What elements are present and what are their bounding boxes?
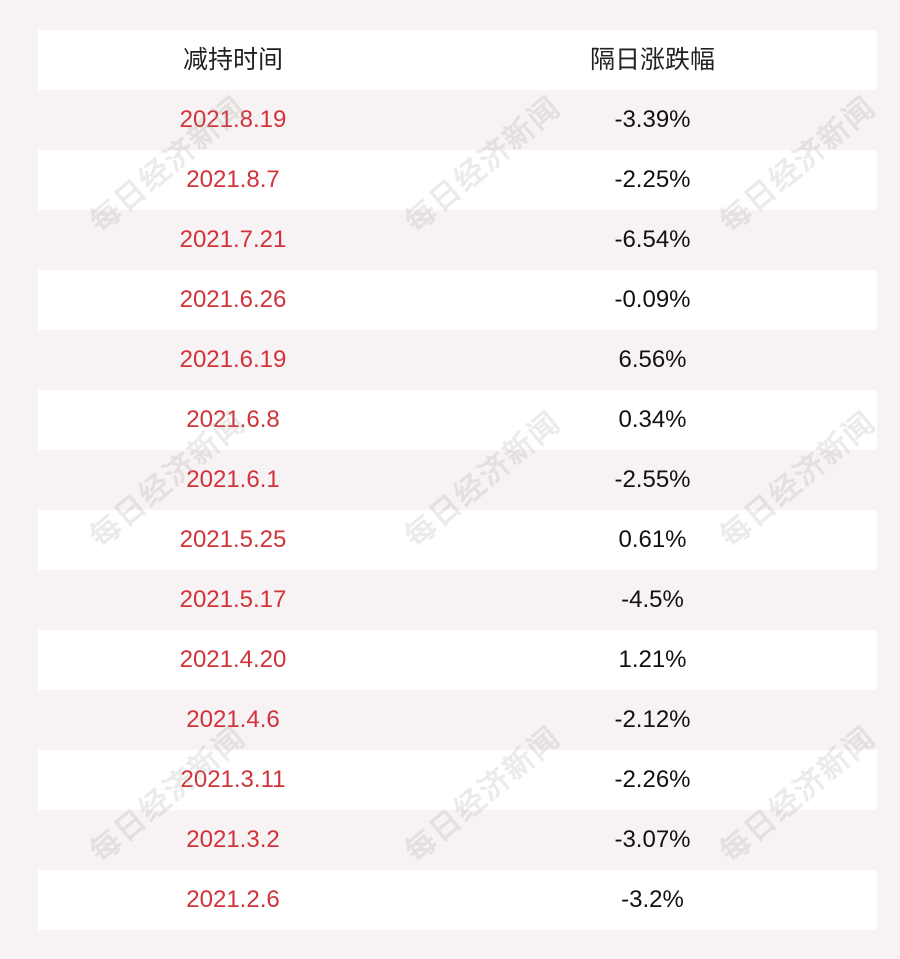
cell-date: 2021.6.26 [179, 286, 287, 313]
cell-change: -2.25% [614, 166, 691, 193]
table-header-row: 减持时间 隔日涨跌幅 [38, 30, 877, 90]
cell-date: 2021.5.25 [179, 526, 287, 553]
cell-date: 2021.2.6 [186, 886, 280, 913]
table-row: 2021.2.6 -3.2% [38, 870, 877, 930]
table-row: 2021.8.19 -3.39% [38, 90, 877, 150]
table-row: 2021.3.11 -2.26% [38, 750, 877, 810]
cell-change: 1.21% [618, 646, 687, 673]
cell-date: 2021.8.7 [186, 166, 280, 193]
cell-date: 2021.4.20 [179, 646, 287, 673]
cell-date: 2021.6.8 [186, 406, 280, 433]
cell-change: -3.07% [614, 826, 691, 853]
cell-date: 2021.3.11 [180, 766, 286, 793]
cell-date: 2021.6.19 [179, 346, 287, 373]
cell-change: 0.61% [618, 526, 687, 553]
table-row: 2021.4.6 -2.12% [38, 690, 877, 750]
cell-date: 2021.5.17 [179, 586, 287, 613]
header-date: 减持时间 [182, 46, 283, 74]
table-row: 2021.4.20 1.21% [38, 630, 877, 690]
table-row: 2021.5.17 -4.5% [38, 570, 877, 630]
cell-date: 2021.7.21 [179, 226, 287, 253]
table-row: 2021.8.7 -2.25% [38, 150, 877, 210]
cell-date: 2021.3.2 [186, 826, 280, 853]
cell-change: -2.26% [614, 766, 691, 793]
table-row: 2021.7.21 -6.54% [38, 210, 877, 270]
data-table: 减持时间 隔日涨跌幅 2021.8.19 -3.39% 2021.8.7 -2.… [38, 30, 877, 930]
header-change: 隔日涨跌幅 [589, 46, 715, 74]
cell-change: 6.56% [618, 346, 687, 373]
cell-change: -2.55% [614, 466, 691, 493]
table-row: 2021.6.8 0.34% [38, 390, 877, 450]
table-row: 2021.6.19 6.56% [38, 330, 877, 390]
table-row: 2021.6.26 -0.09% [38, 270, 877, 330]
cell-date: 2021.8.19 [179, 106, 287, 133]
cell-change: -2.12% [614, 706, 691, 733]
cell-change: -6.54% [614, 226, 691, 253]
cell-date: 2021.4.6 [186, 706, 280, 733]
table-row: 2021.3.2 -3.07% [38, 810, 877, 870]
cell-change: -3.2% [621, 886, 684, 913]
cell-date: 2021.6.1 [186, 466, 280, 493]
cell-change: 0.34% [618, 406, 687, 433]
table-row: 2021.5.25 0.61% [38, 510, 877, 570]
cell-change: -4.5% [621, 586, 684, 613]
cell-change: -0.09% [614, 286, 691, 313]
table-row: 2021.6.1 -2.55% [38, 450, 877, 510]
cell-change: -3.39% [614, 106, 691, 133]
